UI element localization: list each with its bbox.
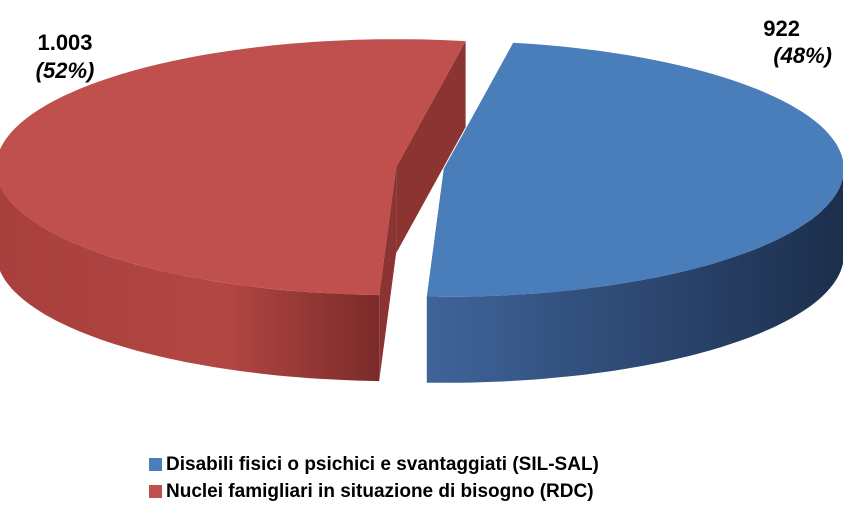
percent-label: (48%)	[773, 43, 832, 68]
legend-label: Nuclei famigliari in situazione di bisog…	[166, 481, 594, 502]
slice	[426, 42, 843, 297]
slice-side	[426, 177, 843, 383]
legend-label: Disabili fisici o psichici e svantaggiat…	[166, 454, 599, 475]
legend-swatch	[149, 458, 162, 471]
percent-label: (52%)	[36, 58, 95, 83]
slice	[0, 39, 466, 296]
slice-side	[0, 184, 380, 382]
legend-swatch	[149, 485, 162, 498]
slice-cut-face	[396, 41, 466, 254]
data-label: 1.003	[37, 30, 92, 55]
data-label: 922	[763, 16, 800, 41]
slice-cut-face	[379, 167, 397, 382]
